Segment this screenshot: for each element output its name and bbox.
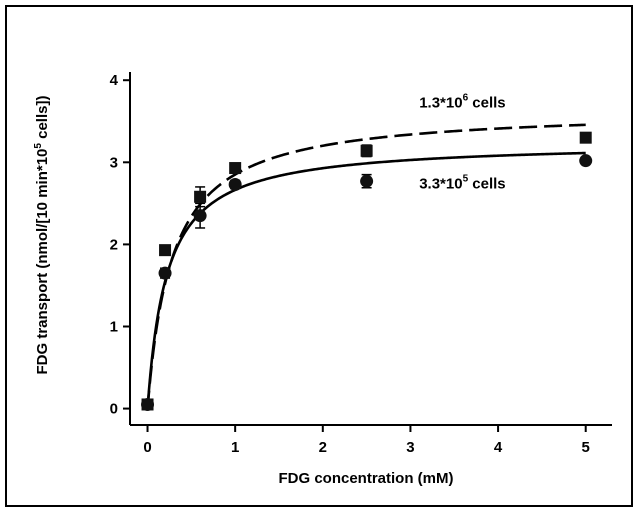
y-axis-title-main: FDG transport (nmol/[10 min*10 [34,149,51,375]
x-tick-label: 2 [319,439,327,456]
y-tick-label: 4 [110,72,119,89]
annotation-low-density-tail: cells [468,176,506,193]
annotation-high-density-sup: 6 [463,92,469,103]
y-axis-title-sup: 5 [33,143,44,149]
fit-curves [146,123,586,409]
high_density-fit-curve [146,123,586,409]
low_density-point [193,209,207,223]
annotation-low-density-sup: 5 [463,174,469,185]
high_density-point [579,131,592,144]
y-axis-title: FDG transport (nmol/[10 min*105 cells]) [33,96,51,375]
high_density-point [360,144,373,157]
axes: 0 1 2 3 4 5 0 1 2 3 4 [110,72,612,456]
data-markers [141,131,593,411]
x-tick-label: 4 [494,439,503,456]
high_density-point [159,244,172,257]
x-tick-label: 5 [582,439,590,456]
annotation-low-density: 3.3*105 cells [419,174,505,193]
x-tick-label: 1 [231,439,239,456]
chart-labels: FDG concentration (mM) FDG transport (nm… [33,92,506,487]
annotation-high-density-tail: cells [468,94,506,111]
x-axis-title: FDG concentration (mM) [279,470,454,487]
high_density-point [194,190,207,203]
annotation-low-density-base: 3.3*10 [419,176,462,193]
low_density-point [228,177,242,191]
annotation-high-density: 1.3*106 cells [419,92,505,111]
y-tick-label: 1 [110,318,118,335]
low_density-point [579,154,593,168]
low_density-point [158,266,172,280]
figure-frame [5,5,633,507]
y-axis-title-tail: cells]) [34,96,51,144]
x-tick-label: 3 [406,439,414,456]
x-tick-label: 0 [143,439,151,456]
y-tick-label: 0 [110,401,118,418]
high_density-point [229,162,242,175]
y-tick-label: 2 [110,236,118,253]
y-tick-label: 3 [110,154,118,171]
low_density-point [141,397,155,411]
low_density-fit-curve [146,151,586,409]
annotation-high-density-base: 1.3*10 [419,94,462,111]
low_density-point [360,174,374,188]
